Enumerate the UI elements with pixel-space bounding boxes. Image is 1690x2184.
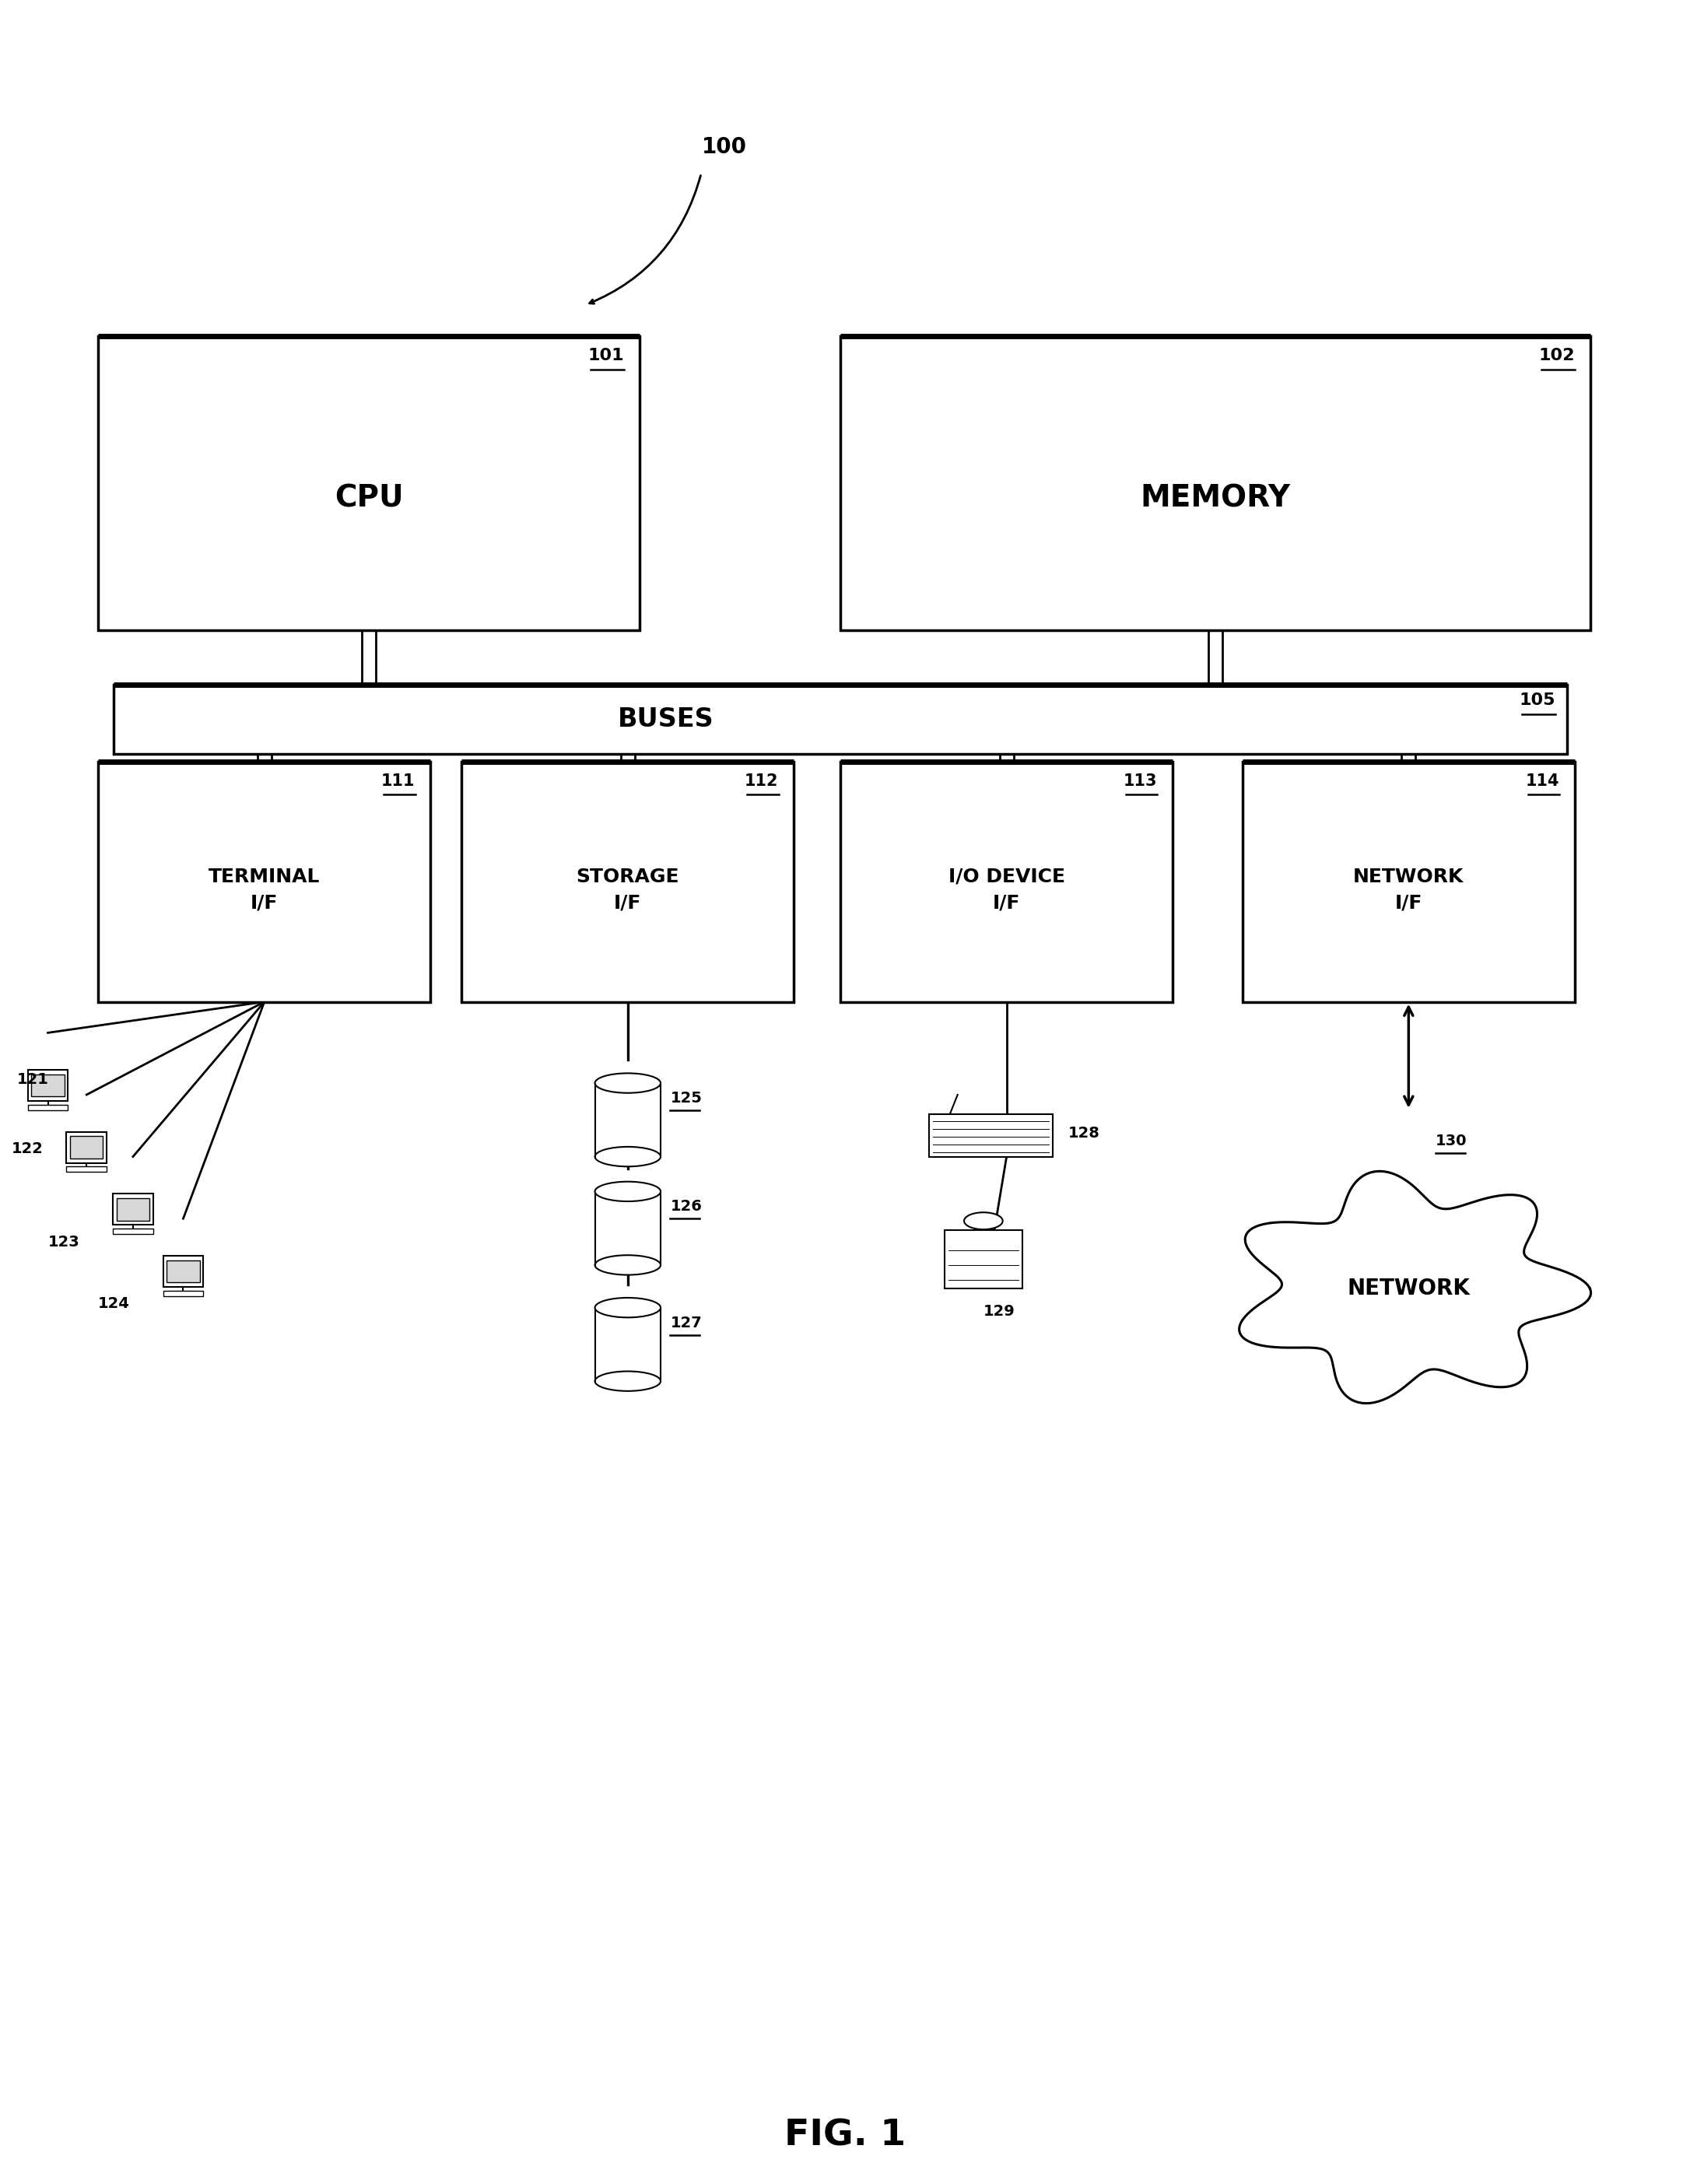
Bar [1242,762,1575,1002]
Bar [66,1131,106,1162]
Bar [113,1195,154,1225]
Bar [27,1105,68,1109]
Text: 126: 126 [671,1199,701,1214]
Bar [840,762,1173,1002]
Ellipse shape [595,1182,661,1201]
Text: 128: 128 [1068,1127,1100,1140]
Bar [930,1114,1053,1158]
Ellipse shape [595,1372,661,1391]
Text: 113: 113 [1124,773,1158,788]
Text: FIG. 1: FIG. 1 [784,2118,906,2153]
Bar [69,1136,103,1158]
Text: 127: 127 [671,1315,701,1330]
Text: MEMORY: MEMORY [1141,485,1291,513]
Ellipse shape [595,1072,661,1092]
Bar [98,336,639,631]
Text: 100: 100 [701,135,747,157]
Text: 129: 129 [984,1304,1016,1319]
Bar [164,1256,203,1286]
Text: 111: 111 [382,773,416,788]
Text: 112: 112 [745,773,779,788]
Text: NETWORK: NETWORK [1347,1278,1470,1299]
Text: 123: 123 [47,1234,79,1249]
Polygon shape [1239,1171,1590,1404]
Ellipse shape [595,1297,661,1317]
Text: 102: 102 [1538,347,1575,363]
Text: 101: 101 [588,347,624,363]
Bar [27,1070,68,1101]
Text: 114: 114 [1526,773,1560,788]
Text: CPU: CPU [335,485,404,513]
Text: 105: 105 [1519,692,1555,708]
Text: 122: 122 [12,1142,44,1155]
Bar [167,1260,199,1282]
Text: STORAGE
I/F: STORAGE I/F [576,867,679,913]
Text: TERMINAL
I/F: TERMINAL I/F [208,867,319,913]
Text: BUSES: BUSES [619,705,715,732]
Ellipse shape [595,1147,661,1166]
Bar [164,1291,203,1295]
Text: 130: 130 [1436,1133,1467,1149]
Text: 124: 124 [98,1297,130,1310]
Ellipse shape [595,1256,661,1275]
Text: 121: 121 [17,1072,49,1088]
Ellipse shape [963,1212,1002,1230]
Bar [113,1227,154,1234]
Text: 125: 125 [671,1090,701,1105]
Text: NETWORK
I/F: NETWORK I/F [1354,867,1464,913]
Bar [98,762,431,1002]
Bar [945,1230,1022,1289]
Bar [113,684,1567,753]
Bar [32,1075,64,1096]
Text: I/O DEVICE
I/F: I/O DEVICE I/F [948,867,1065,913]
Bar [66,1166,106,1173]
Bar [840,336,1590,631]
Bar [461,762,794,1002]
Bar [117,1199,149,1221]
